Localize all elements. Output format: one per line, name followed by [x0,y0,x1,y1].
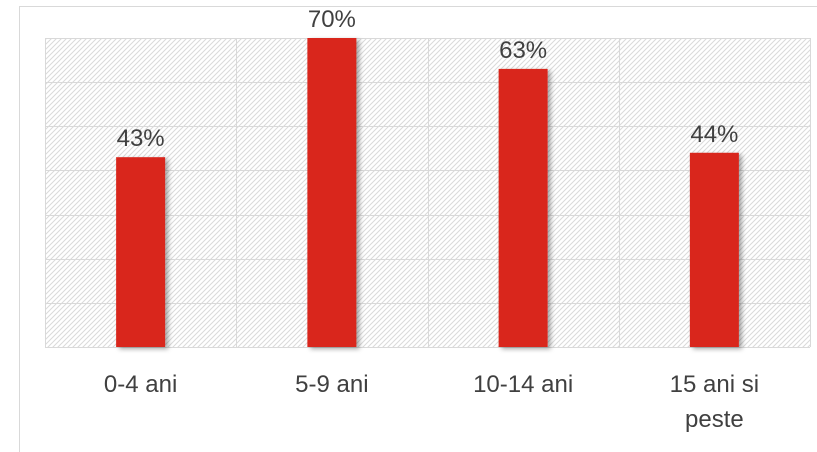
bar [498,68,548,348]
bar [689,152,739,347]
gridlines [45,38,811,348]
data-label: 43% [117,125,165,152]
data-label: 63% [499,37,547,64]
category-label: 15 ani si [670,371,759,398]
category-label: peste [685,406,744,433]
category-label: 5-9 ani [295,371,368,398]
data-label: 70% [308,6,356,33]
bars [116,38,739,348]
chart-outer-border [19,6,817,452]
bar [116,157,166,347]
data-labels: 43% 70% 63% 44% [117,6,739,152]
bar [307,38,357,347]
category-labels: 0-4 ani 5-9 ani 10-14 ani 15 ani si peste [104,371,759,433]
category-label: 10-14 ani [473,371,573,398]
plot-area [45,38,810,347]
data-label: 44% [690,121,738,148]
category-label: 0-4 ani [104,371,177,398]
